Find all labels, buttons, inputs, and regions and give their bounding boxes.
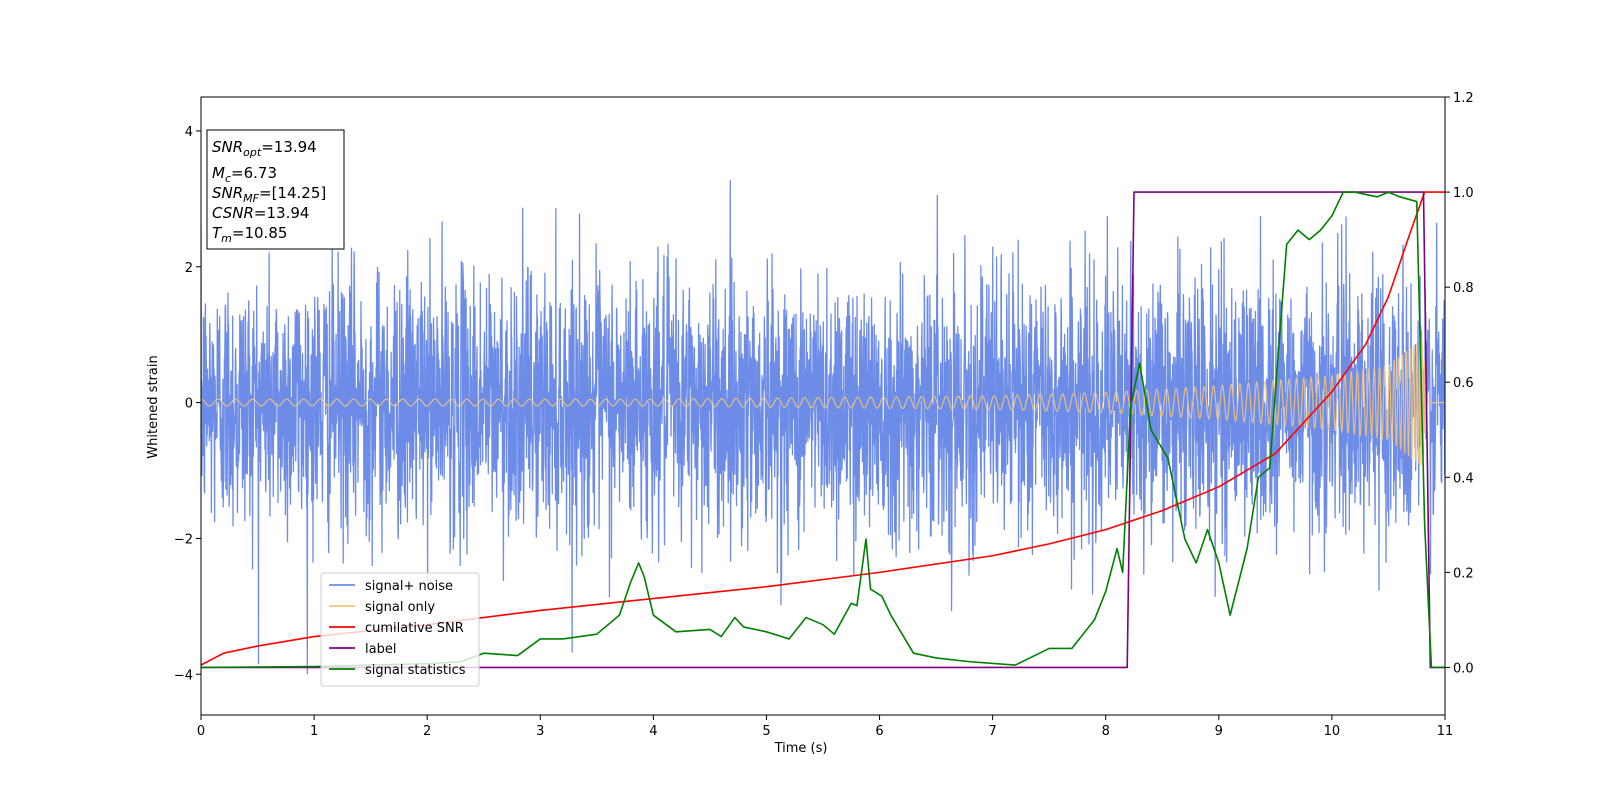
y-left-tick-label: 0 <box>185 397 193 412</box>
y-right-tick-label: 0.6 <box>1453 376 1474 391</box>
y-right-tick-label: 0.2 <box>1453 566 1474 581</box>
y-right-tick-label: 0.4 <box>1453 471 1474 486</box>
snr-opt-annotation: SNRopt=13.94 <box>212 138 317 159</box>
y-right-tick-label: 1.2 <box>1453 91 1474 106</box>
tm-annotation: Tm=10.85 <box>212 224 287 245</box>
y-left-tick-label: −4 <box>174 668 193 683</box>
legend-label-cumilative-snr: cumilative SNR <box>365 621 464 636</box>
legend-frame <box>320 572 480 687</box>
x-tick-label: 11 <box>1437 724 1454 739</box>
x-tick-label: 5 <box>762 724 770 739</box>
mc-annotation: Mc=6.73 <box>212 164 277 185</box>
y-left-tick-label: −2 <box>174 532 193 547</box>
annotation-box: SNRopt=13.94 Mc=6.73 SNRMF=[14.25] CSNR=… <box>206 129 345 250</box>
y-axis-label: Whitened strain <box>146 355 161 458</box>
x-axis-label: Time (s) <box>774 741 828 756</box>
series-signal-only <box>201 338 1445 466</box>
annotation-frame <box>206 129 345 250</box>
axes <box>200 96 1446 716</box>
x-tick-label: 9 <box>1215 724 1223 739</box>
snr-mf-annotation: SNRMF=[14.25] <box>212 184 326 205</box>
x-tick-label: 2 <box>423 724 431 739</box>
x-tick-label: 3 <box>536 724 544 739</box>
y-right-tick-label: 1.0 <box>1453 186 1474 201</box>
x-tick-label: 0 <box>197 724 205 739</box>
y-right-tick-label: 0.8 <box>1453 281 1474 296</box>
x-tick-label: 1 <box>310 724 318 739</box>
y-left-tick-label: 2 <box>185 261 193 276</box>
axes-frame <box>200 96 1446 716</box>
x-tick-label: 4 <box>649 724 657 739</box>
legend-label-label: label <box>365 642 396 657</box>
y-right-tick-label: 0.0 <box>1453 661 1474 676</box>
x-tick-label: 8 <box>1102 724 1110 739</box>
series-signal-statistics <box>201 191 1445 669</box>
x-tick-label: 7 <box>988 724 996 739</box>
y-left-tick-label: 4 <box>185 125 193 140</box>
ticks: 0 1 2 3 4 5 6 7 8 9 10 11 −4 −2 0 2 4 0.0 0.2 0.4 0.6 0.8 1.0 1… <box>174 91 1474 739</box>
legend-label-signal-only: signal only <box>365 600 435 615</box>
x-tick-label: 6 <box>875 724 883 739</box>
x-tick-label: 10 <box>1324 724 1341 739</box>
csnr-annotation: CSNR=13.94 <box>212 204 309 222</box>
legend-label-signal-statistics: signal statistics <box>365 663 466 678</box>
legend: signal+ noise signal only cumilative SNR la… <box>320 572 480 687</box>
legend-label-signal-noise: signal+ noise <box>365 579 453 594</box>
